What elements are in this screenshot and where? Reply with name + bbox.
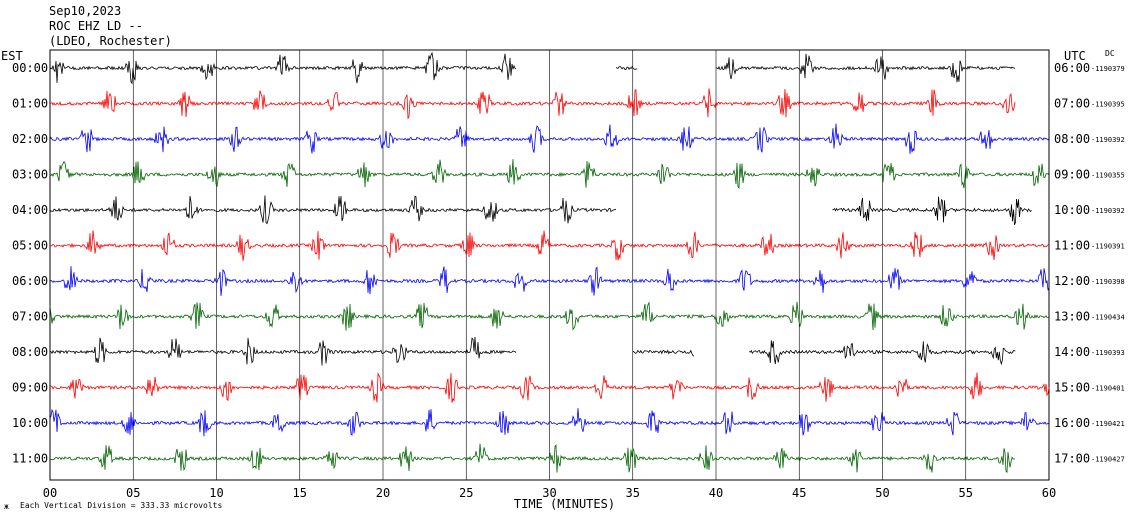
row-label-est: 06:00 [12, 274, 48, 288]
seismic-trace [49, 301, 1050, 331]
x-tick-label: 50 [875, 486, 889, 500]
row-label-est: 08:00 [12, 345, 48, 359]
row-label-est: 02:00 [12, 132, 48, 146]
row-label-utc: 14:00 [1054, 345, 1090, 359]
row-dc-offset: -1190393 [1091, 349, 1125, 357]
footer-mark: ж [4, 502, 9, 511]
row-label-est: 09:00 [12, 381, 48, 395]
chart-date: Sep10,2023 [49, 4, 122, 18]
x-axis-title: TIME (MINUTES) [514, 497, 615, 511]
chart-network: (LDEO, Rochester) [49, 34, 172, 48]
x-tick-label: 20 [376, 486, 390, 500]
seismic-trace [49, 408, 1050, 437]
row-dc-offset: -1190401 [1091, 385, 1125, 393]
left-timezone-label: EST [1, 49, 23, 63]
seismic-trace [615, 65, 638, 71]
row-dc-offset: -1190398 [1091, 278, 1125, 286]
seismic-trace [715, 53, 1016, 83]
seismic-trace [632, 349, 695, 357]
row-dc-offset: -1190427 [1091, 456, 1125, 464]
dc-header-label: DC [1105, 49, 1115, 58]
x-tick-label: 55 [959, 486, 973, 500]
row-label-est: 07:00 [12, 310, 48, 324]
right-timezone-label: UTC [1064, 49, 1086, 63]
row-label-utc: 11:00 [1054, 239, 1090, 253]
row-label-utc: 12:00 [1054, 274, 1090, 288]
x-tick-label: 30 [542, 486, 556, 500]
seismic-trace [49, 51, 517, 85]
x-tick-label: 15 [293, 486, 307, 500]
x-tick-label: 45 [792, 486, 806, 500]
row-dc-offset: -1190392 [1091, 207, 1125, 215]
chart-station: ROC EHZ LD -- [49, 19, 143, 33]
x-tick-label: 00 [43, 486, 57, 500]
row-label-utc: 08:00 [1054, 132, 1090, 146]
seismic-trace [49, 195, 617, 225]
x-tick-label: 35 [626, 486, 640, 500]
row-dc-offset: -1190391 [1091, 243, 1125, 251]
seismic-trace [49, 372, 1050, 403]
row-label-est: 01:00 [12, 97, 48, 111]
seismic-trace [49, 266, 1050, 296]
row-label-utc: 17:00 [1054, 452, 1090, 466]
row-dc-offset: -1190421 [1091, 420, 1125, 428]
seismic-trace [50, 159, 1050, 189]
seismic-trace [49, 443, 1016, 474]
row-label-utc: 06:00 [1054, 61, 1090, 75]
row-label-utc: 16:00 [1054, 416, 1090, 430]
row-label-est: 11:00 [12, 452, 48, 466]
row-label-utc: 10:00 [1054, 203, 1090, 217]
row-dc-offset: -1190379 [1091, 65, 1125, 73]
row-label-utc: 13:00 [1054, 310, 1090, 324]
row-label-est: 03:00 [12, 168, 48, 182]
row-label-est: 04:00 [12, 203, 48, 217]
row-label-utc: 07:00 [1054, 97, 1090, 111]
row-dc-offset: -1190392 [1091, 136, 1125, 144]
row-label-est: 05:00 [12, 239, 48, 253]
x-tick-label: 40 [709, 486, 723, 500]
row-label-utc: 09:00 [1054, 168, 1090, 182]
seismic-trace [832, 196, 1032, 226]
x-tick-label: 25 [459, 486, 473, 500]
seismic-trace [49, 336, 517, 366]
row-label-est: 00:00 [12, 61, 48, 75]
x-tick-label: 60 [1042, 486, 1056, 500]
seismic-trace [49, 88, 1016, 120]
row-dc-offset: -1190434 [1091, 314, 1125, 322]
row-dc-offset: -1190355 [1091, 172, 1125, 180]
seismic-trace [49, 123, 1050, 154]
x-tick-label: 05 [126, 486, 140, 500]
seismic-trace [749, 340, 1016, 366]
row-dc-offset: -1190395 [1091, 101, 1125, 109]
row-label-est: 10:00 [12, 416, 48, 430]
row-label-utc: 15:00 [1054, 381, 1090, 395]
seismic-trace [49, 230, 1050, 261]
vertical-division-note: Each Vertical Division = 333.33 microvol… [20, 501, 223, 510]
x-tick-label: 10 [209, 486, 223, 500]
